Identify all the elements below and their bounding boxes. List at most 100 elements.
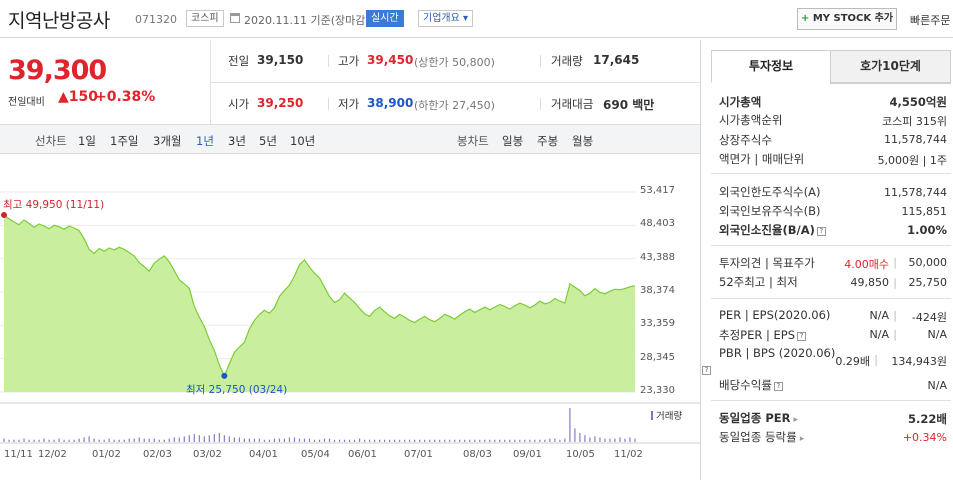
y-tick-label: 33,359: [640, 318, 675, 330]
volume-bar: [358, 438, 361, 442]
volume-value: 17,645: [593, 53, 640, 67]
open-value: 39,250: [257, 96, 304, 110]
volume-bar: [514, 439, 516, 442]
help-icon[interactable]: ?: [773, 382, 783, 391]
volume-bar: [489, 439, 491, 442]
volume-bar: [589, 437, 591, 442]
tab-order-book[interactable]: 호가10단계: [830, 50, 951, 83]
tab-daily[interactable]: 일봉: [502, 134, 524, 148]
volume-bar: [338, 439, 341, 442]
divider: [711, 298, 951, 299]
x-tick-label: 11/11: [4, 449, 33, 460]
volume-bar: [63, 439, 65, 442]
volume-bar: [419, 439, 421, 442]
volume-bar: [103, 439, 105, 442]
price-chart[interactable]: [0, 0, 700, 480]
eps-value: -424원: [911, 311, 947, 324]
tab-monthly[interactable]: 월봉: [572, 134, 594, 148]
help-icon[interactable]: ?: [702, 366, 711, 375]
price-change: ▲150: [58, 89, 98, 105]
chevron-right-icon[interactable]: ▸: [793, 415, 798, 425]
volume-bar: [534, 439, 536, 442]
volume-bar: [53, 439, 55, 442]
tab-10y[interactable]: 10년: [290, 134, 316, 148]
x-tick-label: 01/02: [92, 449, 121, 460]
volume-bar: [198, 435, 200, 442]
volume-bar: [499, 439, 501, 442]
volume-bar: [88, 436, 90, 442]
chevron-right-icon[interactable]: ▸: [799, 434, 805, 444]
volume-bar: [529, 439, 531, 442]
volume-bar: [494, 439, 496, 442]
quick-order-link[interactable]: 빠른주문: [910, 14, 951, 27]
volume-bar: [323, 438, 326, 442]
low-label: 저가: [338, 97, 360, 111]
tab-1w[interactable]: 1주일: [110, 134, 139, 148]
divider: |: [893, 256, 897, 269]
volume-bar: [108, 438, 110, 442]
help-icon[interactable]: ?: [816, 227, 826, 236]
x-tick-label: 02/03: [143, 449, 172, 460]
volume-bar: [163, 439, 165, 442]
lower-limit: (하한가 27,450): [414, 99, 495, 112]
volume-bar: [8, 439, 10, 442]
help-icon[interactable]: ?: [797, 332, 807, 341]
tab-invest-info[interactable]: 투자정보: [711, 50, 831, 83]
volume-bar: [123, 439, 125, 442]
volume-bar: [43, 438, 45, 442]
volume-bar: [539, 439, 541, 442]
volume-bar: [574, 428, 576, 442]
add-mystock-button[interactable]: + MY STOCK 추가: [797, 8, 897, 30]
price-line: [3, 214, 636, 378]
company-info-dropdown[interactable]: 기업개요 ▾: [418, 10, 473, 27]
plus-icon: +: [800, 13, 810, 24]
volume-bar: [624, 438, 626, 442]
tab-weekly[interactable]: 주봉: [537, 134, 559, 148]
volume-bar: [564, 438, 566, 442]
price-area: [4, 215, 635, 392]
bps-value: 134,943원: [891, 355, 947, 368]
realtime-button[interactable]: 실시간: [366, 10, 404, 27]
volume-bar: [579, 432, 581, 442]
par-label: 액면가 | 매매단위: [719, 152, 805, 166]
volume-bar: [378, 439, 381, 442]
volume-bar: [28, 439, 30, 442]
volume-bar: [599, 437, 601, 442]
volume-bar: [233, 437, 235, 442]
tab-1y[interactable]: 1년: [196, 134, 214, 148]
volume-bar: [288, 437, 291, 442]
open-label: 시가: [228, 97, 250, 111]
prev-close-value: 39,150: [257, 53, 304, 67]
volume-bar: [48, 439, 50, 442]
y-tick-label: 38,374: [640, 285, 675, 296]
x-tick-label: 09/01: [513, 449, 542, 460]
volume-bar: [343, 439, 346, 442]
foreign-limit-value: 11,578,744: [884, 186, 947, 199]
market-cap-label: 시가총액: [719, 95, 762, 109]
base-date: 2020.11.11 기준(장마감): [244, 14, 370, 27]
sector-rate-label: 동일업종 등락률 ▸: [719, 430, 805, 444]
amount-label: 거래대금: [551, 97, 594, 111]
volume-bar: [464, 439, 466, 442]
divider: [711, 173, 951, 174]
stock-header: 지역난방공사 071320 코스피 2020.11.11 기준(장마감) 실시간…: [0, 0, 953, 38]
volume-bar: [243, 438, 245, 442]
opinion-label: 투자의견 | 목표주가: [719, 256, 815, 270]
tab-5y[interactable]: 5년: [259, 134, 277, 148]
tab-3y[interactable]: 3년: [228, 134, 246, 148]
volume-bar: [263, 439, 266, 442]
volume-bar: [549, 438, 551, 442]
dividend-value: N/A: [927, 379, 947, 392]
volume-bar: [449, 439, 451, 442]
shares-label: 상장주식수: [719, 133, 772, 147]
volume-label: 거래량: [551, 54, 583, 68]
cap-rank-value: 코스피 315위: [882, 115, 947, 128]
candle-chart-label: 봉차트: [457, 134, 489, 148]
volume-bar: [434, 439, 436, 442]
cap-rank-label: 시가총액순위: [719, 113, 783, 127]
volume-bars: [3, 408, 636, 442]
volume-bar: [373, 439, 376, 442]
volume-bar: [328, 438, 331, 442]
tab-1d[interactable]: 1일: [78, 134, 96, 148]
tab-3m[interactable]: 3개월: [153, 134, 182, 148]
